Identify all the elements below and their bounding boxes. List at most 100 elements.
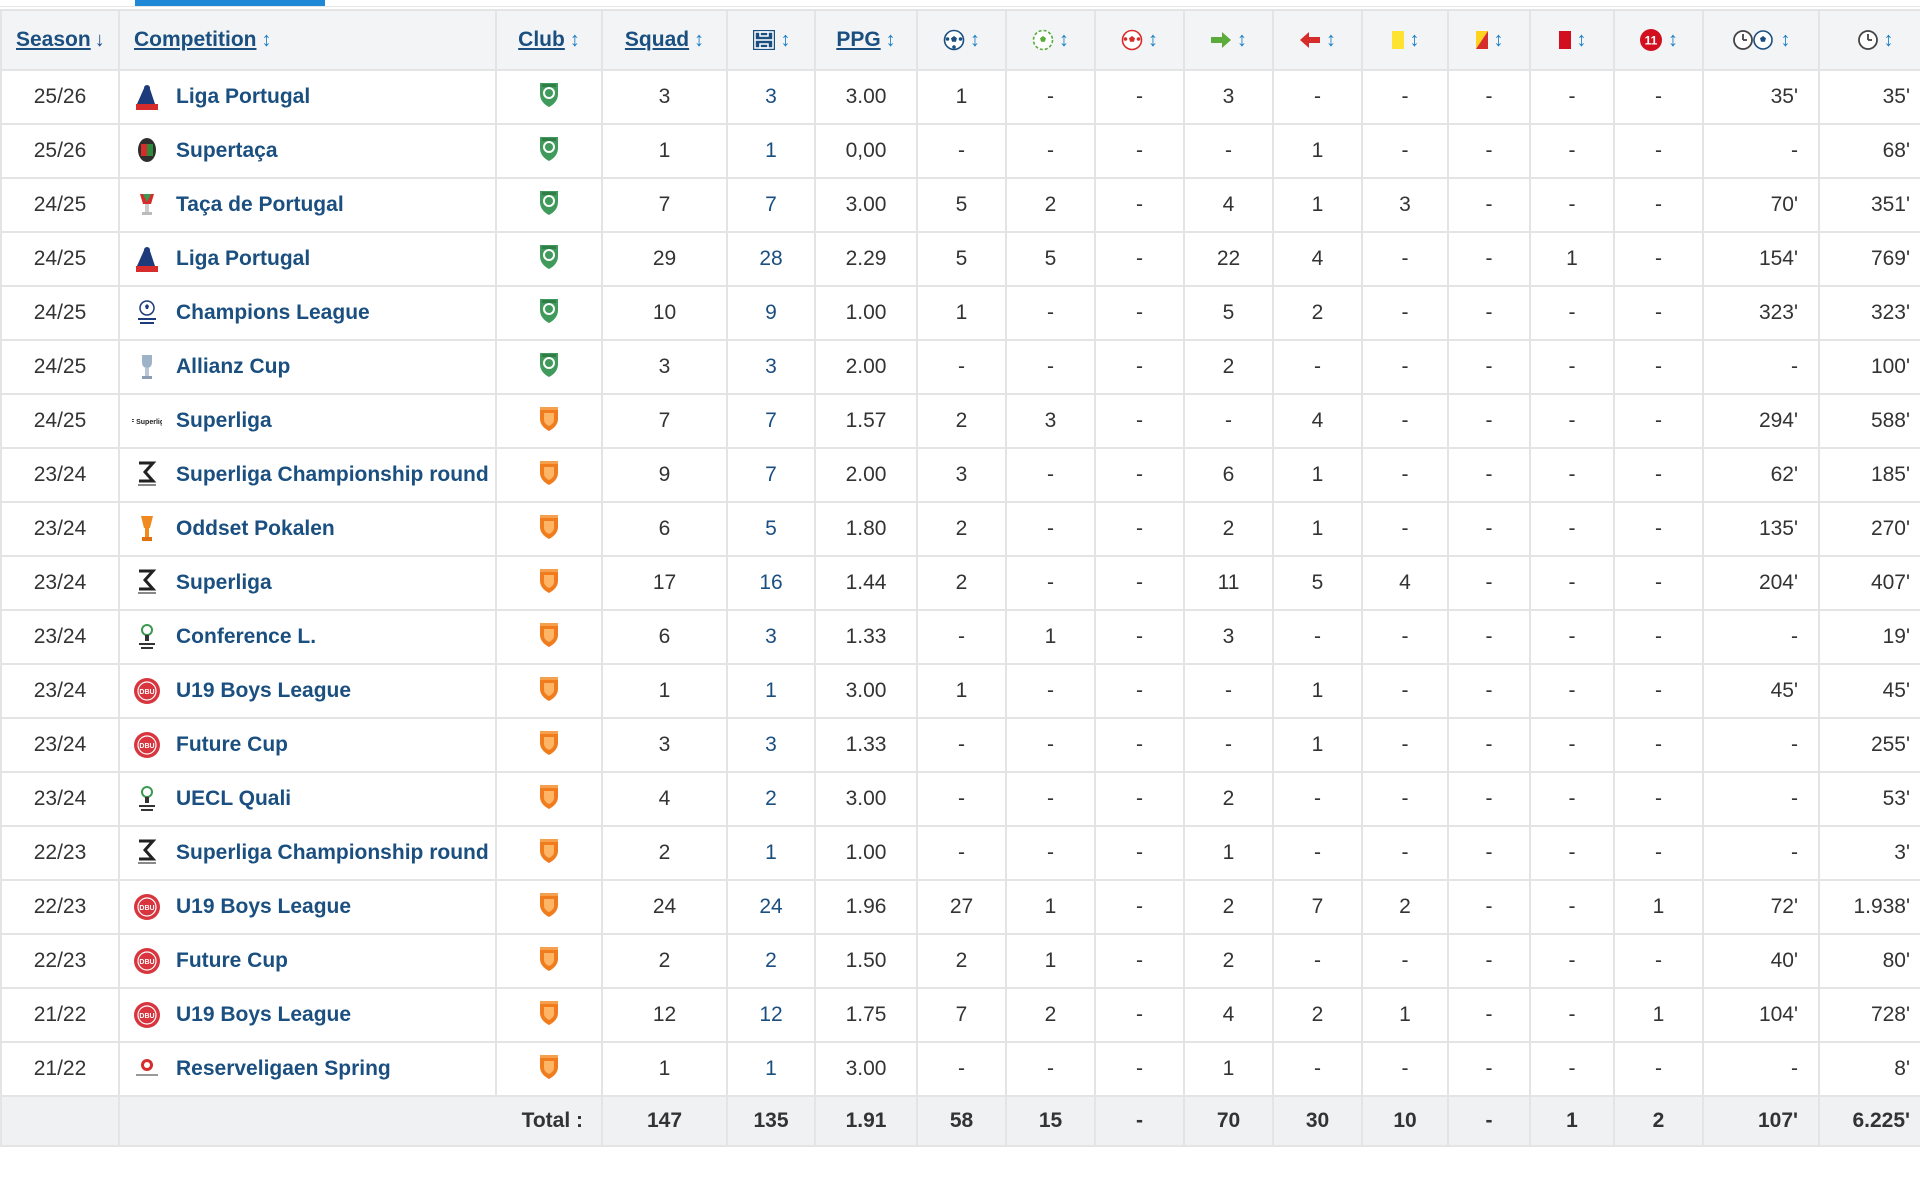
club-crest-icon[interactable]	[537, 785, 561, 815]
competition-link[interactable]: Champions League	[176, 301, 370, 324]
assists-icon[interactable]	[1032, 29, 1054, 51]
appearances-link[interactable]: 7	[765, 463, 777, 486]
club-crest-icon[interactable]	[537, 947, 561, 977]
competition-logo-icon[interactable]	[132, 460, 162, 490]
assists-header[interactable]: ↕	[1005, 9, 1096, 71]
appearances-link[interactable]: 9	[765, 301, 777, 324]
sort-icon[interactable]: ↕	[1668, 28, 1678, 51]
competition-link[interactable]: U19 Boys League	[176, 1003, 352, 1026]
competition-logo-icon[interactable]: DBU	[132, 1000, 162, 1030]
club-crest-icon[interactable]	[537, 137, 561, 167]
appearances-header[interactable]: ↕	[726, 9, 816, 71]
competition-logo-icon[interactable]	[132, 514, 162, 544]
sort-icon[interactable]: ↕	[780, 28, 791, 51]
sort-icon[interactable]: ↕	[1883, 29, 1894, 51]
goals-icon[interactable]	[943, 29, 965, 51]
sort-icon[interactable]: ↕	[1148, 29, 1158, 51]
club-crest-icon[interactable]	[537, 731, 561, 761]
sort-descending-icon[interactable]: ↓	[94, 29, 105, 51]
competition-logo-icon[interactable]	[132, 136, 162, 166]
minutes-per-goal-header[interactable]: ↕	[1702, 9, 1820, 71]
competition-logo-icon[interactable]	[132, 568, 162, 598]
competition-logo-icon[interactable]: DBU	[132, 946, 162, 976]
red-card-icon[interactable]	[1558, 30, 1572, 50]
competition-logo-icon[interactable]: DBU	[132, 676, 162, 706]
goals-header[interactable]: ↕	[916, 9, 1007, 71]
appearances-link[interactable]: 3	[765, 733, 777, 756]
competition-logo-icon[interactable]	[132, 784, 162, 814]
appearances-link[interactable]: 1	[765, 1057, 777, 1080]
competition-link[interactable]: Reserveligaen Spring	[176, 1057, 391, 1080]
sort-icon[interactable]: ↕	[970, 29, 980, 51]
red-card-header[interactable]: ↕	[1529, 9, 1615, 71]
competition-logo-icon[interactable]	[132, 190, 162, 220]
substituted-on-header[interactable]: ↕	[1183, 9, 1274, 71]
minutes-played-header[interactable]: ↕	[1818, 9, 1920, 71]
competition-logo-icon[interactable]: 3F Superliga	[132, 406, 162, 436]
competition-link[interactable]: Superliga	[176, 571, 272, 594]
competition-link[interactable]: Oddset Pokalen	[176, 517, 335, 540]
appearances-link[interactable]: 2	[765, 787, 777, 810]
sort-icon[interactable]: ↕	[1780, 29, 1791, 51]
second-yellow-header[interactable]: ↕	[1447, 9, 1531, 71]
appearances-link[interactable]: 3	[765, 85, 777, 108]
competition-link[interactable]: U19 Boys League	[176, 895, 352, 918]
appearances-link[interactable]: 24	[759, 895, 783, 918]
club-crest-icon[interactable]	[537, 515, 561, 545]
club-crest-icon[interactable]	[537, 299, 561, 329]
appearances-link[interactable]: 28	[759, 247, 783, 270]
appearances-link[interactable]: 16	[759, 571, 783, 594]
second-yellow-icon[interactable]	[1475, 30, 1489, 50]
sort-icon[interactable]: ↕	[1493, 29, 1504, 51]
minutes-per-goal-icon[interactable]	[1732, 29, 1776, 51]
sort-icon[interactable]: ↕	[1576, 29, 1587, 51]
appearances-icon[interactable]	[752, 28, 776, 52]
appearances-link[interactable]: 1	[765, 139, 777, 162]
competition-header[interactable]: Competition ↕	[118, 9, 497, 71]
club-crest-icon[interactable]	[537, 407, 561, 437]
club-crest-icon[interactable]	[537, 1001, 561, 1031]
sort-icon[interactable]: ↕	[569, 29, 580, 51]
club-crest-icon[interactable]	[537, 677, 561, 707]
competition-link[interactable]: Liga Portugal	[176, 85, 311, 108]
appearances-link[interactable]: 7	[765, 409, 777, 432]
squad-sort-link[interactable]: Squad	[624, 28, 690, 51]
sort-icon[interactable]: ↕	[694, 29, 705, 51]
season-header[interactable]: Season ↓	[0, 9, 120, 71]
competition-link[interactable]: Superliga	[176, 409, 272, 432]
substituted-off-icon[interactable]	[1299, 31, 1321, 49]
club-header[interactable]: Club ↕	[495, 9, 603, 71]
competition-logo-icon[interactable]	[132, 1054, 162, 1084]
club-crest-icon[interactable]	[537, 1055, 561, 1085]
competition-logo-icon[interactable]	[132, 244, 162, 274]
competition-link[interactable]: Future Cup	[176, 949, 288, 972]
ppg-header[interactable]: PPG ↕	[814, 9, 918, 71]
appearances-link[interactable]: 1	[765, 679, 777, 702]
competition-link[interactable]: Taça de Portugal	[176, 193, 344, 216]
club-crest-icon[interactable]	[537, 893, 561, 923]
competition-link[interactable]: UECL Quali	[176, 787, 292, 810]
club-sort-link[interactable]: Club	[518, 28, 565, 51]
appearances-link[interactable]: 12	[759, 1003, 783, 1026]
sort-icon[interactable]: ↕	[885, 29, 896, 51]
sort-icon[interactable]: ↕	[261, 29, 272, 51]
competition-logo-icon[interactable]	[132, 82, 162, 112]
club-crest-icon[interactable]	[537, 839, 561, 869]
competition-logo-icon[interactable]	[132, 622, 162, 652]
competition-link[interactable]: Superliga Championship round	[176, 841, 489, 864]
sort-icon[interactable]: ↕	[1237, 29, 1247, 51]
yellow-card-header[interactable]: ↕	[1361, 9, 1449, 71]
competition-logo-icon[interactable]: DBU	[132, 730, 162, 760]
club-crest-icon[interactable]	[537, 191, 561, 221]
sort-icon[interactable]: ↕	[1409, 29, 1420, 51]
appearances-link[interactable]: 2	[765, 949, 777, 972]
penalty-goals-header[interactable]: 11 ↕	[1613, 9, 1704, 71]
ppg-sort-link[interactable]: PPG	[836, 28, 881, 51]
club-crest-icon[interactable]	[537, 569, 561, 599]
competition-link[interactable]: Future Cup	[176, 733, 288, 756]
season-sort-link[interactable]: Season	[16, 28, 91, 51]
club-crest-icon[interactable]	[537, 353, 561, 383]
competition-link[interactable]: U19 Boys League	[176, 679, 352, 702]
competition-link[interactable]: Superliga Championship round	[176, 463, 489, 486]
yellow-card-icon[interactable]	[1391, 30, 1405, 50]
